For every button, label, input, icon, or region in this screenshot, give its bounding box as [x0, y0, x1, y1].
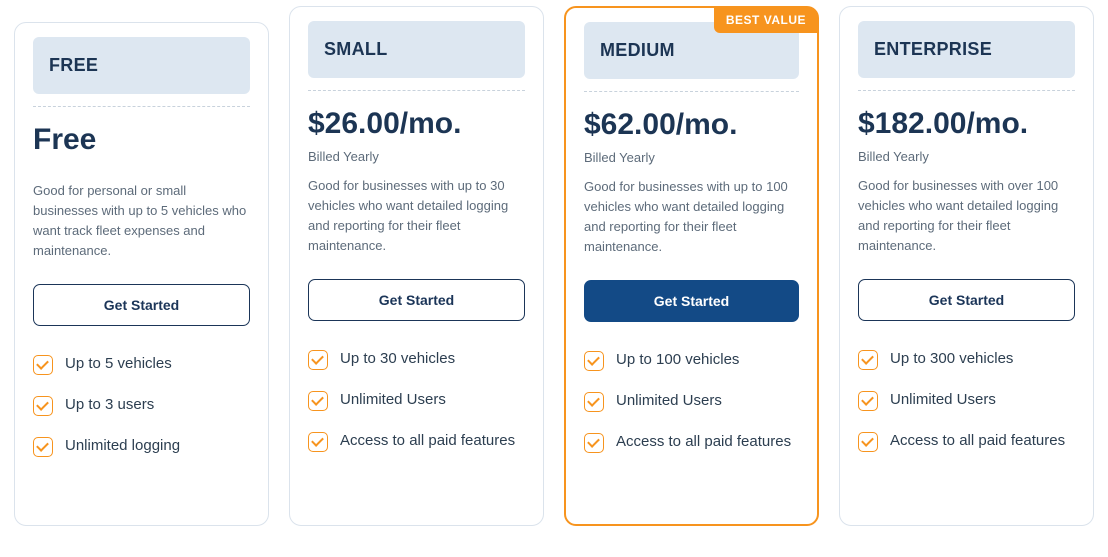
pricing-grid: FREE Free Good for personal or small bus… [14, 6, 1094, 526]
plan-col-small: SMALL $26.00/mo. Billed Yearly Good for … [289, 6, 544, 526]
get-started-button[interactable]: Get Started [308, 279, 525, 321]
feature-list: Up to 300 vehicles Unlimited Users Acces… [858, 349, 1075, 452]
plan-name: FREE [49, 55, 234, 76]
feature-text: Unlimited Users [340, 390, 446, 410]
plan-col-enterprise: ENTERPRISE $182.00/mo. Billed Yearly Goo… [839, 6, 1094, 526]
plan-billing: Billed Yearly [308, 149, 525, 164]
check-icon [33, 355, 53, 375]
feature-item: Up to 100 vehicles [584, 350, 799, 371]
get-started-button[interactable]: Get Started [858, 279, 1075, 321]
check-icon [308, 391, 328, 411]
check-icon [584, 433, 604, 453]
check-icon [308, 350, 328, 370]
feature-text: Up to 5 vehicles [65, 354, 172, 374]
feature-list: Up to 100 vehicles Unlimited Users Acces… [584, 350, 799, 453]
feature-item: Unlimited Users [858, 390, 1075, 411]
plan-price: $182.00/mo. [858, 107, 1075, 141]
feature-text: Unlimited logging [65, 436, 180, 456]
feature-item: Access to all paid features [584, 432, 799, 453]
plan-header: ENTERPRISE [858, 21, 1075, 78]
check-icon [33, 396, 53, 416]
feature-item: Up to 3 users [33, 395, 250, 416]
check-icon [858, 432, 878, 452]
plan-name: ENTERPRISE [874, 39, 1059, 60]
feature-item: Unlimited logging [33, 436, 250, 457]
feature-item: Up to 30 vehicles [308, 349, 525, 370]
plan-name: MEDIUM [600, 40, 783, 61]
feature-text: Unlimited Users [616, 391, 722, 411]
feature-item: Unlimited Users [308, 390, 525, 411]
plan-price: $62.00/mo. [584, 108, 799, 142]
divider [858, 90, 1075, 91]
check-icon [308, 432, 328, 452]
plan-name: SMALL [324, 39, 509, 60]
feature-item: Access to all paid features [308, 431, 525, 452]
feature-item: Up to 300 vehicles [858, 349, 1075, 370]
plan-billing: Billed Yearly [584, 150, 799, 165]
plan-col-free: FREE Free Good for personal or small bus… [14, 6, 269, 526]
check-icon [584, 351, 604, 371]
feature-list: Up to 30 vehicles Unlimited Users Access… [308, 349, 525, 452]
plan-card-free: FREE Free Good for personal or small bus… [14, 22, 269, 526]
check-icon [584, 392, 604, 412]
divider [584, 91, 799, 92]
check-icon [858, 391, 878, 411]
divider [33, 106, 250, 107]
feature-text: Up to 100 vehicles [616, 350, 739, 370]
plan-desc: Good for businesses with up to 100 vehic… [584, 177, 799, 258]
feature-item: Unlimited Users [584, 391, 799, 412]
plan-billing: Billed Yearly [858, 149, 1075, 164]
feature-text: Unlimited Users [890, 390, 996, 410]
feature-item: Access to all paid features [858, 431, 1075, 452]
plan-card-medium: BEST VALUE MEDIUM $62.00/mo. Billed Year… [564, 6, 819, 526]
plan-desc: Good for businesses with over 100 vehicl… [858, 176, 1075, 257]
check-icon [858, 350, 878, 370]
plan-price: Free [33, 123, 250, 157]
plan-header: FREE [33, 37, 250, 94]
plan-col-medium: BEST VALUE MEDIUM $62.00/mo. Billed Year… [564, 6, 819, 526]
get-started-button[interactable]: Get Started [33, 284, 250, 326]
divider [308, 90, 525, 91]
plan-card-small: SMALL $26.00/mo. Billed Yearly Good for … [289, 6, 544, 526]
check-icon [33, 437, 53, 457]
plan-header: SMALL [308, 21, 525, 78]
plan-desc: Good for businesses with up to 30 vehicl… [308, 176, 525, 257]
best-value-badge: BEST VALUE [714, 7, 818, 33]
feature-text: Access to all paid features [890, 431, 1065, 451]
feature-list: Up to 5 vehicles Up to 3 users Unlimited… [33, 354, 250, 457]
plan-price: $26.00/mo. [308, 107, 525, 141]
feature-text: Up to 30 vehicles [340, 349, 455, 369]
plan-desc: Good for personal or small businesses wi… [33, 181, 250, 262]
feature-text: Access to all paid features [616, 432, 791, 452]
feature-text: Up to 3 users [65, 395, 154, 415]
feature-text: Up to 300 vehicles [890, 349, 1013, 369]
feature-item: Up to 5 vehicles [33, 354, 250, 375]
feature-text: Access to all paid features [340, 431, 515, 451]
get-started-button[interactable]: Get Started [584, 280, 799, 322]
plan-card-enterprise: ENTERPRISE $182.00/mo. Billed Yearly Goo… [839, 6, 1094, 526]
